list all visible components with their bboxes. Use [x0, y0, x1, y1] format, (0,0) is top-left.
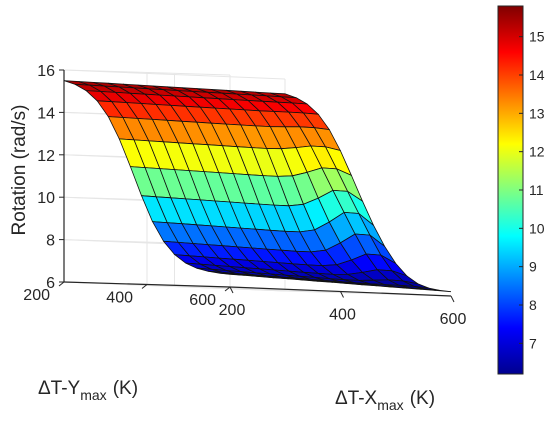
- colorbar-tick-label: 14: [529, 67, 545, 83]
- x-tick-mark: [229, 286, 234, 294]
- x-axis-label-sub: max: [377, 397, 403, 413]
- x-axis-label: ΔT-Xmax (K): [335, 388, 435, 413]
- colorbar-tick-label: 12: [529, 144, 545, 160]
- y-tick-mark: [224, 286, 231, 292]
- axis-labels: Rotation (rad/s) ΔT-Xmax (K) ΔT-Ymax (K): [9, 105, 435, 413]
- colorbar: 7 8 9 10 11 12 13 14 15: [497, 5, 545, 375]
- z-tick-label: 16: [37, 63, 55, 80]
- z-axis-label: Rotation (rad/s): [9, 105, 30, 236]
- colorbar-gradient: [497, 5, 524, 375]
- colorbar-ticks: 7 8 9 10 11 12 13 14 15: [519, 29, 545, 351]
- y-tick-mark: [58, 281, 65, 287]
- x-axis-label-unit: (K): [410, 388, 435, 409]
- colorbar-tick-label: 8: [529, 297, 537, 313]
- x-tick-label: 200: [219, 302, 246, 319]
- colorbar-tick-label: 15: [529, 29, 545, 45]
- y-axis-label-sub: max: [80, 387, 106, 403]
- surface-patch: [425, 288, 452, 293]
- y-tick-label: 400: [106, 290, 133, 307]
- colorbar-tick-label: 10: [529, 220, 545, 236]
- y-tick-label: 600: [189, 292, 216, 309]
- y-axis-label-unit: (K): [113, 378, 138, 399]
- y-axis-label-base: ΔT-Y: [38, 378, 81, 399]
- z-tick-label: 12: [37, 148, 55, 165]
- x-tick-mark: [450, 295, 455, 303]
- colorbar-tick-label: 7: [529, 335, 537, 351]
- z-tick-label: 14: [37, 105, 55, 122]
- colorbar-tick-label: 9: [529, 259, 537, 275]
- colorbar-tick-label: 11: [529, 182, 544, 198]
- x-tick-mark: [340, 291, 344, 298]
- surface-mesh: [63, 80, 452, 293]
- z-tick-label: 8: [46, 233, 55, 250]
- y-tick-mark: [141, 284, 148, 289]
- z-tick-label: 6: [46, 275, 55, 292]
- x-axis-label-base: ΔT-X: [335, 388, 378, 409]
- x-tick-label: 600: [440, 311, 467, 328]
- y-axis-label: ΔT-Ymax (K): [38, 378, 138, 403]
- z-tick-label: 10: [37, 190, 55, 207]
- x-tick-label: 400: [329, 307, 356, 324]
- y-tick-label: 200: [23, 287, 50, 304]
- colorbar-tick-label: 13: [529, 105, 545, 121]
